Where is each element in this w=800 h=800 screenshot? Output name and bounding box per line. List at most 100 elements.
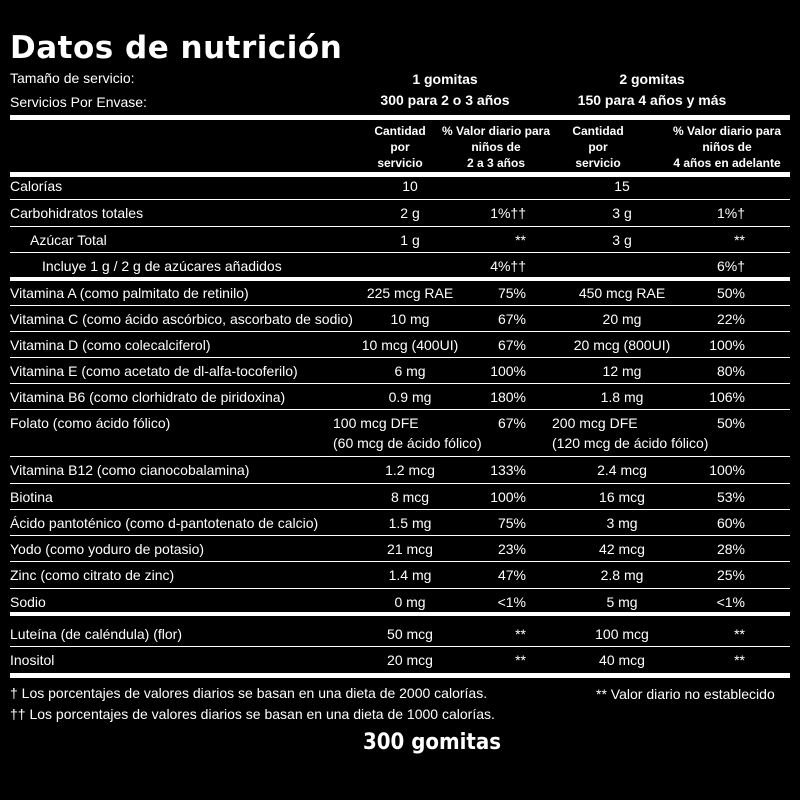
row-divider [10,305,790,306]
group2-serving: 2 gomitas [619,71,685,87]
daily-value-1: 100% [490,363,526,379]
daily-value-2: 80% [716,363,745,379]
header-amount-1: Cantidad por servicio [374,124,426,170]
daily-value-1: 67% [497,337,526,353]
nutrient-name: Vitamina E (como acetato de dl-alfa-toco… [10,363,298,379]
header-amount-2: Cantidad por servicio [572,124,624,170]
daily-value-1: <1% [497,594,526,610]
row-divider [10,509,790,510]
amount-2: 20 mcg (800UI) [573,337,671,353]
amount-1: 100 mcg DFE [333,415,419,431]
amount-2: 20 mg [602,311,642,327]
amount-1: 225 mcg RAE [366,285,454,301]
daily-value-1: 180% [490,389,526,405]
amount-2: 3 g [612,232,632,248]
nutrient-name: Vitamina A (como palmitato de retinilo) [10,285,249,301]
header-dv-2: % Valor diario para niños de 4 años en ade… [672,124,782,170]
footnote-dagger: † Los porcentajes de valores diarios se … [10,685,488,701]
daily-value-2: 106% [709,389,745,405]
row-divider [10,383,790,384]
daily-value-2: 1%† [716,205,745,221]
daily-value-2: ** [734,626,745,642]
row-divider [10,456,790,457]
amount-1: 20 mcg [387,652,433,668]
divider-thick [10,172,790,177]
amount-1: 1 g [400,232,420,248]
daily-value-1: 23% [497,541,526,557]
amount-2: 1.8 mg [600,389,644,405]
footnote-no-dv: ** Valor diario no establecido [596,686,775,702]
amount-1: 2 g [400,205,420,221]
amount-1: 21 mcg [387,541,433,557]
daily-value-1: ** [515,626,526,642]
amount-1: 8 mcg [390,489,430,505]
daily-value-1: 67% [497,311,526,327]
row-divider [10,561,790,562]
nutrient-name: Vitamina C (como ácido ascórbico, ascorb… [10,311,353,327]
amount-2: 450 mcg RAE [578,285,666,301]
amount-2: 2.8 mg [600,567,644,583]
divider-thick [10,277,790,281]
nutrient-name: Carbohidratos totales [10,205,144,221]
amount-1: 1.4 mg [388,567,432,583]
daily-value-1: 67% [497,415,526,431]
amount-1-detail: (60 mcg de ácido fólico) [333,435,482,451]
amount-1: 10 [402,178,418,194]
nutrient-name: Biotina [10,489,53,505]
row-divider [10,646,790,647]
amount-2: 42 mcg [599,541,645,557]
daily-value-2: 53% [716,489,745,505]
servings-per-container-label: Servicios Por Envase: [10,94,147,110]
row-divider [10,588,790,589]
row-divider [10,252,790,253]
amount-1: 0 mg [394,594,426,610]
daily-value-2: 50% [716,415,745,431]
row-divider [10,226,790,227]
amount-2: 5 mg [606,594,638,610]
nutrient-name: Vitamina B6 (como clorhidrato de piridox… [10,389,286,405]
row-divider [10,483,790,484]
product-count: 300 gomitas [363,730,501,755]
daily-value-1: ** [515,232,526,248]
daily-value-2: <1% [716,594,745,610]
divider-thick [10,115,790,120]
group2-servings: 150 para 4 años y más [577,92,727,108]
amount-1: 10 mcg (400UI) [361,337,459,353]
daily-value-2: 50% [716,285,745,301]
amount-1: 0.9 mg [388,389,432,405]
daily-value-1: 1%†† [490,205,526,221]
group1-servings: 300 para 2 o 3 años [380,92,510,108]
daily-value-1: 47% [497,567,526,583]
page-title: Datos de nutrición [10,30,343,66]
amount-1: 50 mcg [387,626,433,642]
divider-thick [10,673,790,678]
daily-value-1: ** [515,652,526,668]
amount-2: 40 mcg [599,652,645,668]
amount-1: 1.2 mcg [385,462,435,478]
row-divider [10,331,790,332]
nutrient-name: Sodio [10,594,46,610]
nutrient-name: Luteína (de caléndula) (flor) [10,626,182,642]
row-divider [10,199,790,200]
daily-value-1: 133% [490,462,526,478]
nutrient-name: Zinc (como citrato de zinc) [10,567,175,583]
amount-1: 10 mg [390,311,430,327]
amount-2: 16 mcg [599,489,645,505]
header-dv-1: % Valor diario para niños de 2 a 3 años [441,124,551,170]
daily-value-2: ** [734,652,745,668]
nutrient-name: Calorías [10,178,63,194]
amount-2: 12 mg [602,363,642,379]
nutrient-name: Vitamina B12 (como cianocobalamina) [10,462,250,478]
amount-2: 200 mcg DFE [552,415,638,431]
nutrient-name: Inositol [10,652,55,668]
daily-value-1: 75% [497,285,526,301]
daily-value-2: 25% [716,567,745,583]
nutrient-name: Yodo (como yoduro de potasio) [10,541,205,557]
daily-value-2: 6%† [716,258,745,274]
nutrient-name: Folato (como ácido fólico) [10,415,171,431]
amount-2: 3 mg [606,515,638,531]
footnote-double-dagger: †† Los porcentajes de valores diarios se… [10,706,495,722]
daily-value-2: 22% [716,311,745,327]
row-divider [10,535,790,536]
amount-2: 15 [614,178,630,194]
